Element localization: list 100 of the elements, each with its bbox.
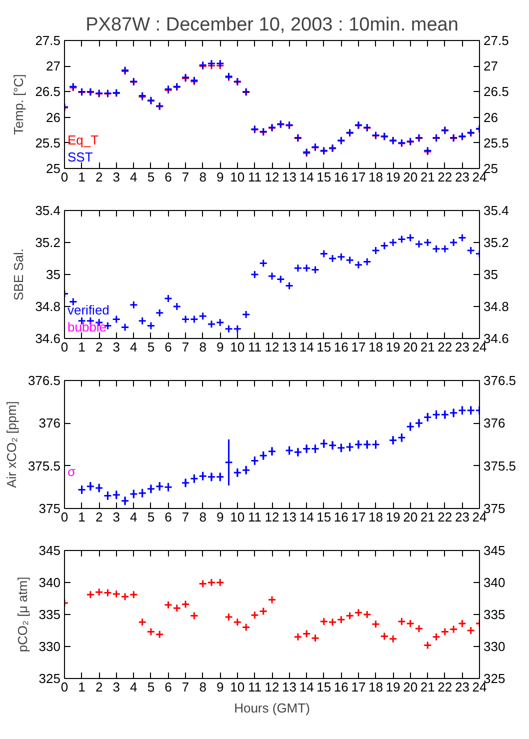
y-tick-label: 335 bbox=[38, 607, 61, 622]
x-tick-label: 0 bbox=[60, 680, 68, 694]
x-tick-label: 21 bbox=[420, 340, 435, 354]
x-tick-label: 17 bbox=[351, 170, 366, 184]
x-tick-label: 3 bbox=[112, 170, 120, 184]
x-tick-label: 3 bbox=[112, 510, 120, 524]
x-tick-label: 14 bbox=[299, 680, 314, 694]
y-tick-label: 27.5 bbox=[35, 33, 61, 48]
x-tick-label: 12 bbox=[264, 510, 280, 524]
x-tick-label: 11 bbox=[248, 510, 262, 524]
y2-tick-label: 25 bbox=[484, 161, 498, 176]
x-tick-label: 1 bbox=[78, 340, 86, 354]
y-tick-label: 376.5 bbox=[28, 373, 61, 388]
y-tick-label: 35.2 bbox=[35, 235, 61, 250]
x-tick-label: 18 bbox=[368, 170, 383, 184]
y-tick-label: 375 bbox=[38, 501, 61, 516]
x-tick-label: 10 bbox=[230, 340, 245, 354]
x-tick-label: 14 bbox=[299, 510, 314, 524]
y-tick-label: 25.5 bbox=[35, 135, 61, 150]
x-tick-label: 12 bbox=[264, 340, 280, 354]
x-tick-label: 2 bbox=[95, 680, 103, 694]
y-tick-label: 325 bbox=[38, 671, 61, 686]
y-tick-label: 35.4 bbox=[35, 203, 61, 218]
y2-tick-label: 27.5 bbox=[484, 33, 509, 48]
x-tick-label: 20 bbox=[403, 680, 418, 694]
x-tick-label: 3 bbox=[112, 340, 120, 354]
y-tick-label: 340 bbox=[38, 575, 61, 590]
x-tick-label: 13 bbox=[282, 680, 297, 694]
x-tick-label: 23 bbox=[454, 510, 470, 524]
x-tick-label: 21 bbox=[420, 170, 435, 184]
x-tick-label: 21 bbox=[420, 510, 435, 524]
x-tick-label: 14 bbox=[299, 170, 314, 184]
x-tick-label: 10 bbox=[230, 510, 245, 524]
x-tick-label: 8 bbox=[199, 340, 206, 354]
x-tick-label: 8 bbox=[199, 510, 206, 524]
x-tick-label: 16 bbox=[334, 680, 348, 694]
x-tick-label: 16 bbox=[334, 170, 348, 184]
x-tick-label: 17 bbox=[351, 680, 366, 694]
x-tick-label: 1 bbox=[78, 680, 86, 694]
x-tick-label: 0 bbox=[60, 340, 68, 354]
x-tick-label: 15 bbox=[316, 340, 332, 354]
x-tick-label: 1 bbox=[78, 510, 86, 524]
y2-tick-label: 376 bbox=[484, 416, 506, 431]
x-tick-label: 9 bbox=[216, 170, 224, 184]
chart-title: PX87W : December 10, 2003 : 10min. mean bbox=[86, 14, 458, 36]
x-tick-label: 11 bbox=[248, 170, 262, 184]
x-tick-label: 2 bbox=[95, 170, 103, 184]
y-axis-title: Temp. [°C] bbox=[11, 74, 26, 135]
x-tick-label: 4 bbox=[130, 680, 138, 694]
y-tick-label: 25 bbox=[46, 161, 61, 176]
x-tick-label: 12 bbox=[264, 170, 280, 184]
x-tick-label: 17 bbox=[351, 510, 366, 524]
text: SST bbox=[68, 150, 93, 164]
y2-tick-label: 345 bbox=[484, 543, 506, 558]
x-tick-label: 6 bbox=[164, 680, 172, 694]
x-tick-label: 22 bbox=[438, 680, 452, 694]
x-tick-label: 19 bbox=[386, 170, 400, 184]
y2-tick-label: 35.2 bbox=[484, 235, 509, 250]
x-tick-label: 19 bbox=[386, 510, 400, 524]
legend-label: bubble bbox=[68, 320, 107, 334]
x-tick-label: 2 bbox=[95, 510, 103, 524]
x-axis-title: Hours (GMT) bbox=[234, 700, 310, 716]
x-tick-label: 4 bbox=[130, 170, 138, 184]
x-tick-label: 4 bbox=[130, 340, 138, 354]
y-axis-title: pCO₂ [μ atm] bbox=[14, 576, 30, 652]
annotation: σ bbox=[68, 464, 76, 480]
y-tick-label: 35 bbox=[46, 267, 61, 282]
x-tick-label: 11 bbox=[248, 340, 262, 354]
y-tick-label: 27 bbox=[46, 58, 61, 74]
x-tick-label: 13 bbox=[282, 510, 297, 524]
x-tick-label: 0 bbox=[60, 510, 68, 524]
y2-tick-label: 34.6 bbox=[484, 331, 509, 346]
x-tick-label: 18 bbox=[368, 680, 383, 694]
x-tick-label: 8 bbox=[199, 170, 206, 184]
y-axis-title: Air xCO₂ [ppm] bbox=[4, 401, 19, 488]
y2-tick-label: 375 bbox=[484, 501, 506, 516]
x-tick-label: 23 bbox=[454, 170, 470, 184]
y2-tick-label: 340 bbox=[484, 575, 506, 590]
y-tick-label: 34.8 bbox=[35, 299, 61, 314]
series-label: verified bbox=[68, 302, 110, 318]
x-tick-label: 22 bbox=[438, 340, 452, 354]
series-label: Eq_T bbox=[68, 132, 99, 148]
x-tick-label: 8 bbox=[199, 680, 206, 694]
x-tick-label: 10 bbox=[230, 680, 245, 694]
x-tick-label: 11 bbox=[248, 680, 262, 694]
x-tick-label: 22 bbox=[438, 510, 452, 524]
x-tick-label: 7 bbox=[182, 510, 190, 524]
x-tick-label: 14 bbox=[299, 340, 314, 354]
x-tick-label: 18 bbox=[368, 510, 383, 524]
x-tick-label: 7 bbox=[182, 680, 190, 694]
y-tick-label: 345 bbox=[38, 543, 61, 558]
x-tick-label: 10 bbox=[230, 170, 245, 184]
x-tick-label: 19 bbox=[386, 680, 400, 694]
x-tick-label: 15 bbox=[316, 510, 332, 524]
y-tick-label: 26.5 bbox=[35, 84, 61, 100]
x-tick-label: 12 bbox=[264, 680, 280, 694]
x-tick-label: 5 bbox=[147, 510, 155, 524]
x-tick-label: 9 bbox=[216, 340, 224, 354]
x-tick-label: 15 bbox=[316, 680, 332, 694]
y2-tick-label: 35 bbox=[484, 267, 498, 282]
